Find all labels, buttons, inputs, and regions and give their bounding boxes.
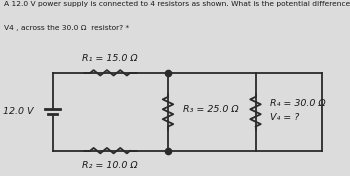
Text: V₄ = ?: V₄ = ? [270,113,300,122]
Text: V4 , across the 30.0 Ω  resistor? *: V4 , across the 30.0 Ω resistor? * [4,25,129,31]
Text: R₁ = 15.0 Ω: R₁ = 15.0 Ω [83,54,138,63]
Text: R₃ = 25.0 Ω: R₃ = 25.0 Ω [183,105,238,114]
Text: A 12.0 V power supply is connected to 4 resistors as shown. What is the potentia: A 12.0 V power supply is connected to 4 … [4,1,350,7]
Text: 12.0 V: 12.0 V [3,107,33,116]
Text: R₂ = 10.0 Ω: R₂ = 10.0 Ω [83,161,138,170]
Text: R₄ = 30.0 Ω: R₄ = 30.0 Ω [270,99,326,108]
